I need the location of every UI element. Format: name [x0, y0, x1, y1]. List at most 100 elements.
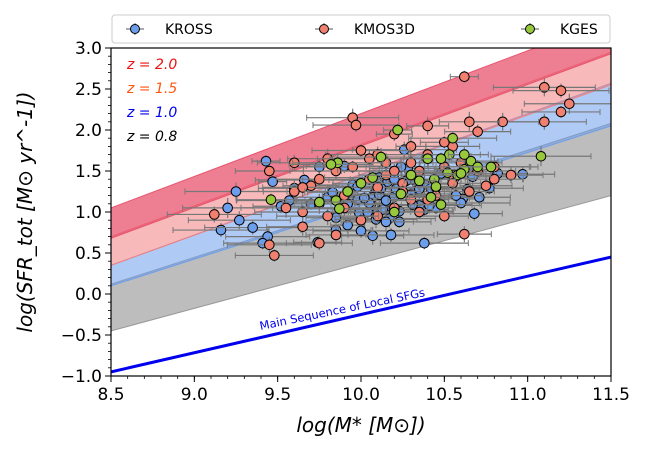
marker [435, 199, 447, 210]
y-tick-label: 0.0 [75, 285, 102, 305]
marker [472, 126, 483, 137]
x-axis-ticks: 8.5 9.0 9.5 10.0 10.5 11.0 11.5 [97, 376, 630, 405]
point-kges [358, 167, 464, 184]
legend-marker-kross [130, 24, 140, 34]
point-kross [204, 220, 302, 235]
point-kross [251, 155, 281, 168]
legend: KROSS KMOS3D KGES [111, 14, 611, 44]
marker [314, 173, 325, 185]
marker [367, 230, 378, 242]
point-kges [403, 170, 435, 191]
marker [222, 202, 233, 214]
marker [215, 224, 227, 236]
marker [464, 186, 475, 197]
redshift-label: z = 1.0 [126, 105, 177, 121]
y-tick-label: 0.5 [75, 244, 102, 264]
point-kmos3d [449, 70, 479, 83]
marker [260, 155, 272, 167]
point-kmos3d [305, 224, 367, 245]
marker [372, 182, 383, 193]
main-sequence-line [111, 255, 611, 374]
redshift-label: z = 0.8 [126, 129, 177, 145]
marker [289, 186, 300, 197]
marker [474, 191, 485, 203]
marker [422, 120, 433, 132]
marker [419, 237, 430, 249]
marker [392, 124, 403, 136]
marker [439, 137, 450, 148]
marker [247, 222, 258, 233]
y-tick-label: 1.0 [75, 203, 102, 223]
y-tick-label: −1.0 [61, 367, 102, 387]
marker [425, 191, 437, 203]
marker [389, 165, 400, 177]
point-kges [408, 132, 498, 145]
point-kges [297, 199, 381, 218]
marker [535, 150, 547, 162]
point-kges [409, 195, 473, 214]
marker [405, 169, 417, 181]
point-kmos3d [275, 172, 363, 187]
marker [265, 194, 277, 205]
marker [430, 181, 442, 192]
legend-marker-kges [525, 24, 535, 34]
marker [355, 178, 367, 189]
y-tick-label: 1.5 [75, 162, 102, 182]
point-kmos3d [276, 207, 380, 226]
data-points [166, 70, 611, 262]
marker [395, 188, 407, 200]
redshift-label: z = 2.0 [126, 57, 177, 73]
y-axis-label: log(SFR_tot [M⊙ yr^-1]) [13, 91, 37, 332]
point-kmos3d [443, 181, 495, 202]
marker [459, 228, 470, 240]
point-kmos3d [512, 83, 610, 98]
legend-label-kges: KGES [560, 22, 598, 38]
point-kmos3d [312, 118, 400, 133]
x-tick-label: 9.0 [181, 385, 208, 405]
point-kges [236, 193, 306, 206]
point-kges [490, 146, 592, 167]
point-kges [281, 194, 357, 211]
x-tick-label: 8.5 [97, 385, 124, 405]
point-kmos3d [436, 226, 492, 243]
marker [385, 229, 397, 241]
point-kross [379, 237, 469, 250]
marker [464, 116, 475, 128]
marker [539, 82, 550, 93]
marker [355, 225, 367, 237]
marker [314, 237, 325, 249]
point-kges [304, 184, 392, 199]
marker [439, 210, 450, 222]
marker [389, 206, 400, 218]
point-kges [383, 124, 413, 136]
marker [405, 157, 417, 169]
x-tick-label: 11.5 [592, 385, 630, 405]
point-kmos3d [311, 144, 411, 157]
main-sequence-label: Main Sequence of Local SFGs [258, 285, 426, 333]
point-kmos3d [285, 236, 353, 251]
marker [334, 203, 345, 215]
point-kges [347, 203, 441, 221]
point-kges [421, 152, 461, 165]
marker [465, 155, 477, 167]
marker [264, 239, 275, 251]
legend-frame [111, 14, 611, 44]
marker [234, 214, 245, 226]
marker [297, 221, 308, 233]
point-kmos3d [492, 78, 596, 97]
marker [455, 168, 467, 179]
point-kross [258, 175, 288, 188]
point-kmos3d [406, 116, 450, 135]
marker [347, 161, 358, 173]
marker [330, 229, 342, 241]
y-tick-label: −0.5 [61, 326, 102, 346]
redshift-labels: z = 2.0 z = 1.5 z = 1.0 z = 0.8 [126, 57, 177, 145]
marker [485, 161, 497, 173]
marker [230, 186, 242, 197]
point-kross [445, 206, 503, 221]
point-kmos3d [234, 249, 314, 262]
point-kmos3d [438, 111, 500, 132]
marker [447, 132, 458, 144]
marker [355, 145, 367, 156]
